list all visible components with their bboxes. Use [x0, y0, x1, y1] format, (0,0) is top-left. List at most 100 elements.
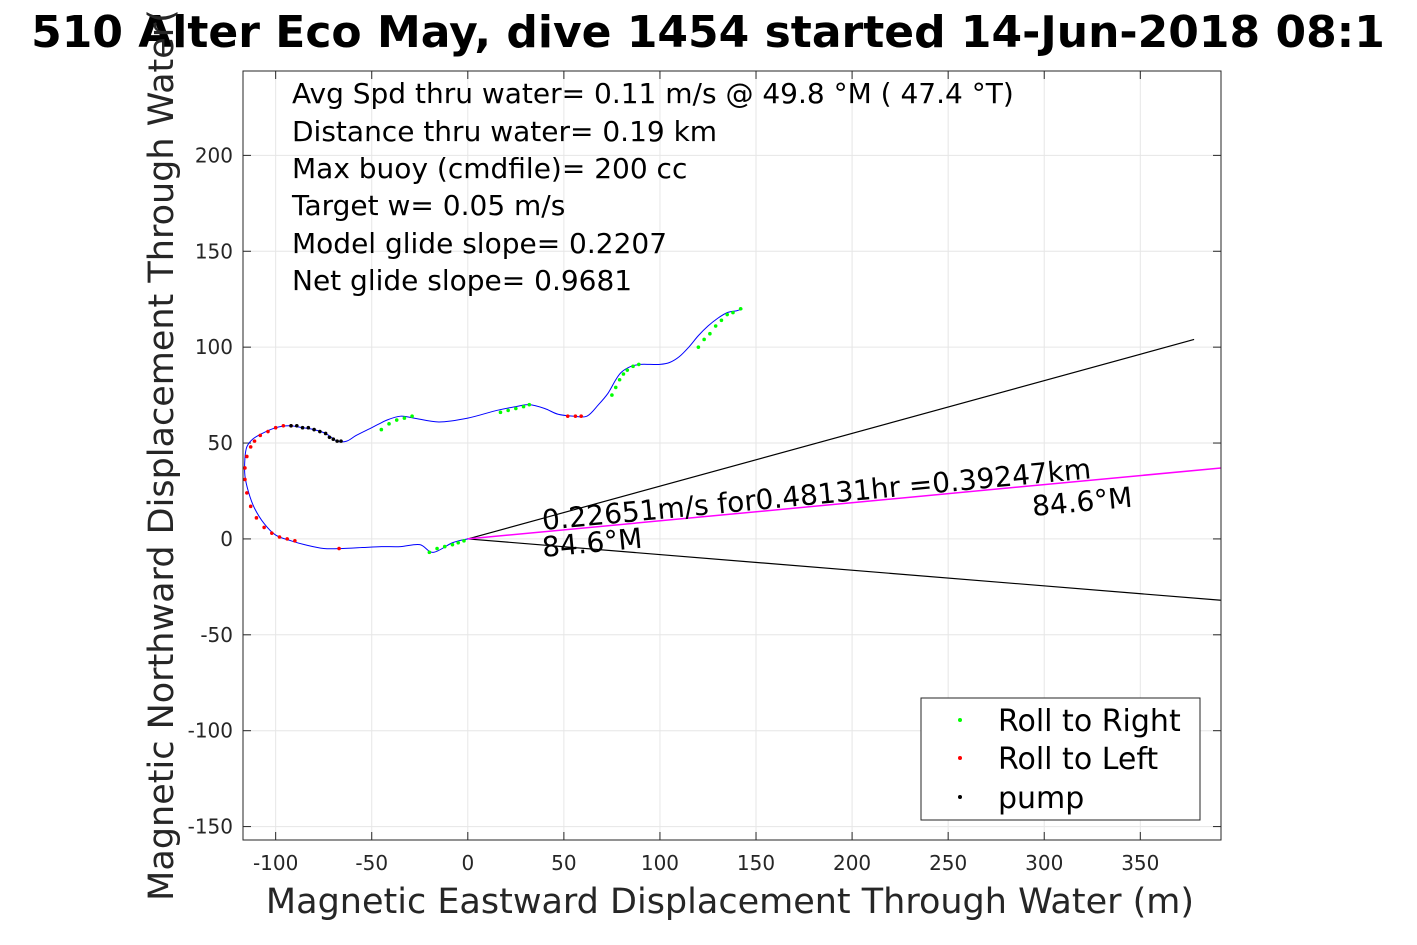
y-tick-label: 50 — [208, 431, 233, 455]
roll-right-points — [379, 306, 743, 555]
x-tick-label: 250 — [929, 851, 967, 875]
x-tick-label: 200 — [833, 851, 871, 875]
roll-left-point — [243, 466, 247, 470]
roll-left-point — [285, 537, 289, 541]
x-tick-label: 0 — [461, 851, 474, 875]
legend-label-pump: pump — [998, 781, 1084, 816]
roll-right-point — [442, 544, 447, 549]
roll-left-point — [248, 504, 253, 509]
roll-right-point — [427, 550, 432, 555]
roll-right-point — [738, 306, 743, 311]
roll-right-point — [521, 404, 526, 409]
y-tick-label: -50 — [200, 623, 233, 647]
roll-left-point — [266, 429, 270, 434]
roll-right-point — [456, 540, 460, 545]
legend-marker-pump — [958, 795, 962, 799]
roll-right-point — [610, 393, 614, 397]
y-tick-label: 150 — [195, 239, 233, 263]
roll-right-point — [617, 377, 622, 382]
roll-left-point — [262, 525, 266, 530]
pump-point — [294, 423, 299, 428]
y-tick-label: -150 — [188, 815, 233, 839]
roll-left-point — [337, 546, 341, 551]
stats-text-block: Avg Spd thru water= 0.11 m/s @ 49.8 °M (… — [291, 77, 1014, 297]
legend-marker-roll-right — [958, 718, 962, 722]
y-tick-label: -100 — [188, 719, 233, 743]
roll-left-point — [270, 531, 274, 535]
roll-right-point — [462, 539, 466, 543]
dive-track-line — [244, 308, 743, 553]
roll-left-point — [579, 414, 583, 418]
y-tick-label: 0 — [220, 527, 233, 551]
roll-right-point — [631, 364, 635, 369]
roll-right-point — [387, 422, 391, 426]
stat-line-distance: Distance thru water= 0.19 km — [292, 115, 717, 148]
legend-box — [920, 697, 1201, 821]
chart-title: 510 Alter Eco May, dive 1454 started 14-… — [31, 7, 1385, 58]
roll-left-point — [243, 477, 247, 482]
pump-point — [300, 425, 305, 430]
legend: Roll to Right Roll to Left pump — [920, 697, 1201, 821]
stat-line-net-glide: Net glide slope= 0.9681 — [292, 264, 632, 297]
x-tick-label: -50 — [355, 851, 388, 875]
roll-right-point — [713, 324, 718, 328]
roll-left-point — [281, 423, 286, 428]
envelope-lines — [467, 338, 1221, 601]
roll-left-point — [293, 539, 297, 543]
pump-point — [312, 427, 316, 432]
envelope-line — [467, 538, 1221, 601]
roll-right-point — [402, 416, 407, 420]
legend-label-roll-left: Roll to Left — [998, 742, 1158, 777]
pump-point — [306, 425, 311, 430]
stat-line-target-w: Target w= 0.05 m/s — [291, 189, 565, 222]
pump-point — [339, 439, 343, 443]
roll-right-point — [696, 345, 701, 349]
roll-right-point — [514, 406, 518, 411]
x-tick-label: 350 — [1121, 851, 1159, 875]
pump-point — [335, 439, 339, 443]
roll-right-point — [506, 408, 510, 413]
roll-right-point — [731, 310, 735, 315]
roll-right-point — [708, 331, 712, 336]
roll-left-point — [277, 535, 282, 539]
roll-right-point — [719, 318, 724, 323]
x-axis-label: Magnetic Eastward Displacement Through W… — [266, 882, 1194, 922]
roll-left-point — [254, 516, 259, 520]
roll-right-point — [435, 546, 439, 551]
roll-left-point — [258, 433, 263, 438]
roll-left-point — [248, 445, 253, 449]
x-tick-label: 100 — [641, 851, 679, 875]
roll-left-point — [573, 414, 578, 418]
roll-left-point — [252, 439, 257, 443]
envelope-line — [467, 338, 1195, 540]
legend-marker-roll-left — [958, 756, 962, 760]
y-tick-label: 100 — [195, 335, 233, 359]
pump-points — [289, 423, 343, 443]
roll-right-point — [394, 418, 399, 422]
y-axis-ticks: -150 -100 -50 0 50 100 150 200 — [188, 143, 1221, 839]
roll-right-point — [498, 410, 503, 415]
roll-left-point — [273, 425, 278, 430]
roll-left-point — [245, 454, 249, 459]
pump-point — [318, 429, 322, 434]
roll-right-point — [621, 372, 626, 376]
roll-right-point — [702, 337, 706, 342]
roll-right-point — [527, 402, 532, 407]
x-tick-label: -100 — [253, 851, 298, 875]
roll-right-point — [613, 385, 618, 390]
roll-right-point — [379, 427, 384, 432]
pump-point — [323, 431, 328, 436]
x-tick-label: 50 — [551, 851, 576, 875]
x-axis-ticks: -100 -50 0 50 100 150 200 250 300 350 — [253, 71, 1159, 875]
roll-right-point — [637, 362, 641, 367]
roll-right-point — [725, 312, 729, 317]
legend-label-roll-right: Roll to Right — [998, 704, 1181, 739]
x-tick-label: 300 — [1025, 851, 1063, 875]
roll-left-point — [565, 414, 570, 418]
roll-right-point — [450, 542, 455, 547]
stat-line-max-buoy: Max buoy (cmdfile)= 200 cc — [292, 152, 687, 185]
current-vector-line — [467, 467, 1221, 540]
plot-border — [242, 70, 1222, 841]
roll-right-point — [410, 414, 414, 418]
